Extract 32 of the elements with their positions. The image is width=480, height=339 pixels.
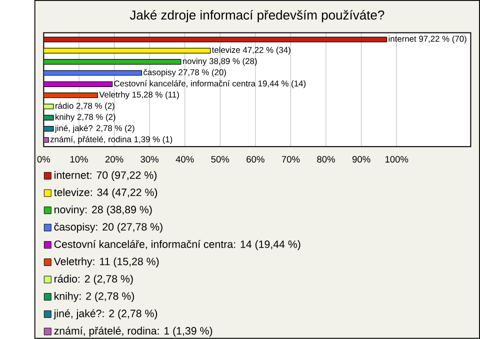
legend-label: knihy: 2 (2,78 %) [54,292,134,302]
x-tick-label: 60% [246,156,264,163]
data-label: jiné, jaké? 2,78 % (2) [54,124,134,133]
data-label: televize 47,22 % (34) [212,46,290,55]
x-tick-label: 70% [282,156,300,163]
legend-label: známí, přátelé, rodina: 1 (1,39 %) [54,326,212,337]
legend-label: jiné, jaké?: 2 (2,78 %) [54,309,158,320]
x-tick-label: 100% [385,156,408,163]
x-tick-label: 40% [176,156,194,163]
x-tick-label: 10% [70,156,88,163]
legend-label: Cestovní kanceláře, informační centra: 14 (19,44 %) [54,240,300,250]
legend-label: televize: 34 (47,22 %) [54,188,158,198]
data-label: známí, přátelé, rodina 1,39 % (1) [50,136,172,144]
legend-label: Veletrhy: 11 (15,28 %) [54,258,159,268]
data-label: Veletrhy 15,28 % (11) [99,91,179,100]
data-label: internet 97,22 % (70) [388,36,466,44]
x-tick-label: 0% [37,156,50,163]
data-label: noviny 38,89 % (28) [182,58,257,66]
x-tick-label: 90% [352,156,370,163]
x-tick-label: 30% [140,156,159,163]
data-label: Cestovní kanceláře, informační centra 19,44 % (14) [114,80,306,88]
legend-label: noviny: 28 (38,89 %) [54,206,152,216]
data-label: knihy 2,78 % (2) [56,114,116,122]
x-tick-label: 50% [211,156,230,163]
data-label: časopisy 27,78 % (20) [144,69,226,78]
x-tick-label: 20% [105,156,124,163]
data-label: rádio 2,78 % (2) [56,102,114,111]
x-tick-label: 80% [317,156,335,163]
legend-label: rádio: 2 (2,78 %) [54,274,133,285]
legend-label: časopisy: 20 (27,78 %) [54,222,162,233]
chart-title: Jaké zdroje informací především používáte? [130,10,384,22]
legend-label: internet: 70 (97,22 %) [54,171,157,182]
